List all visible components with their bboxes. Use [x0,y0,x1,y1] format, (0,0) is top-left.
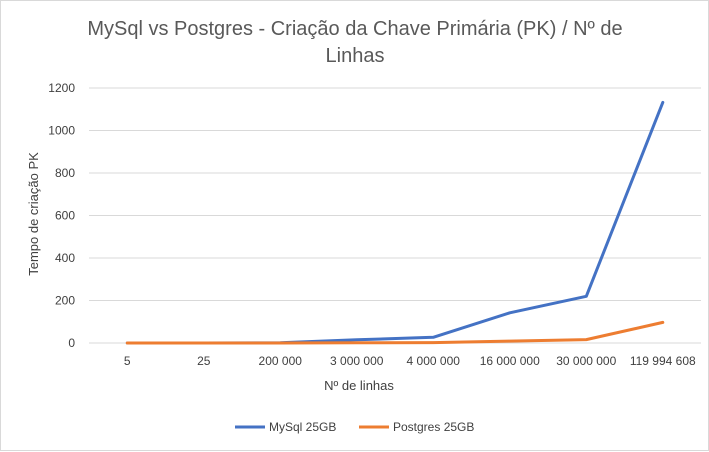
y-tick-label: 600 [55,209,75,223]
chart-title-line-1: MySql vs Postgres - Criação da Chave Pri… [87,18,622,40]
legend-label-mysql: MySql 25GB [269,420,336,434]
x-tick-label: 4 000 000 [407,354,461,368]
x-tick-label: 200 000 [259,354,303,368]
y-tick-label: 1200 [48,81,75,95]
legend: MySql 25GB Postgres 25GB [235,420,474,434]
x-axis-title: Nº de linhas [324,378,394,393]
series-lines [125,100,665,345]
x-axis-ticks: 5 25 200 000 3 000 000 4 000 000 16 000 000 30… [124,354,696,368]
series-line-mysql [125,100,665,345]
x-tick-label: 119 994 608 [630,354,696,368]
x-tick-label: 16 000 000 [480,354,540,368]
y-tick-label: 200 [55,294,75,308]
legend-label-postgres: Postgres 25GB [393,420,474,434]
y-tick-label: 1000 [48,124,75,138]
chart-title-line-2: Linhas [326,45,385,67]
y-tick-label: 400 [55,251,75,265]
y-tick-label: 0 [68,336,75,350]
y-axis-ticks: 0 200 400 600 800 1000 1200 [48,81,75,350]
x-tick-label: 30 000 000 [556,354,616,368]
gridlines [89,87,701,344]
y-tick-label: 800 [55,166,75,180]
series-line-postgres [125,320,665,345]
x-tick-label: 5 [124,354,131,368]
y-axis-title: Tempo de criação PK [26,152,41,276]
x-tick-label: 25 [197,354,211,368]
x-tick-label: 3 000 000 [330,354,384,368]
